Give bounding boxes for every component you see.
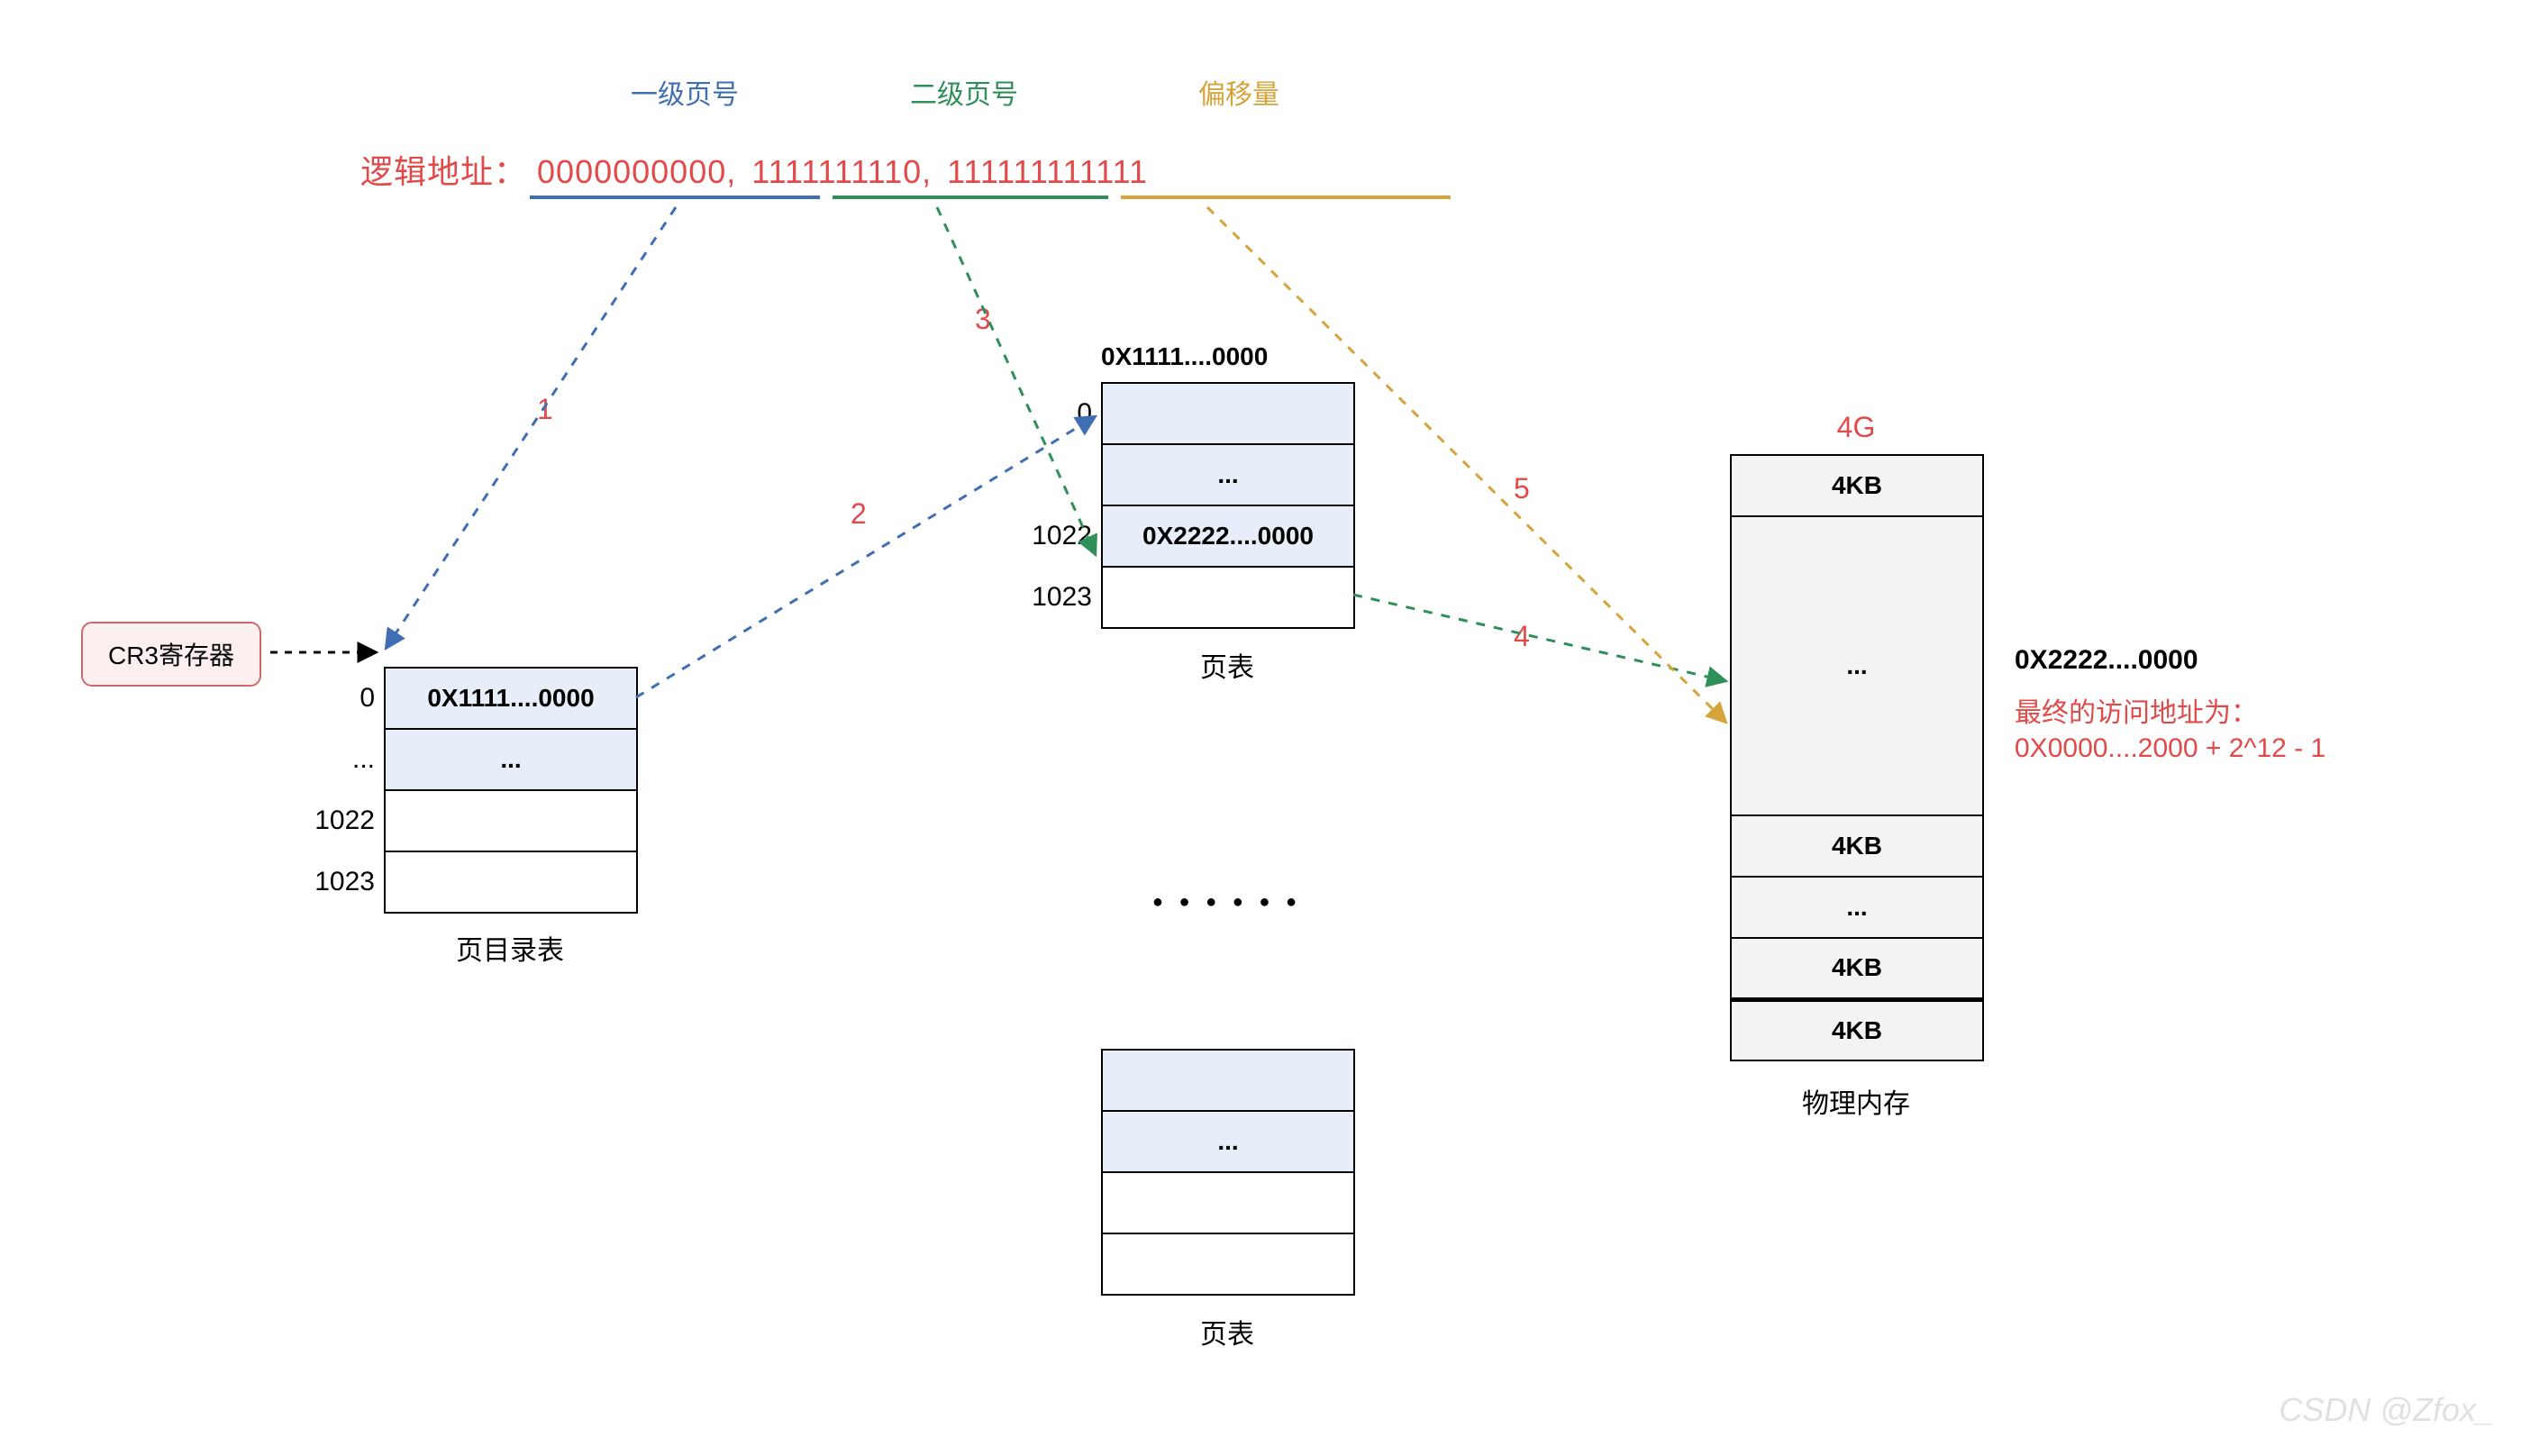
pm-row-3: ... <box>1731 877 1983 938</box>
step-5: 5 <box>1514 472 1530 505</box>
pt2-row-0 <box>1102 1050 1354 1111</box>
step-4: 4 <box>1514 620 1530 653</box>
page-table: ... 0X2222....0000 <box>1101 382 1355 629</box>
pt-idx-0: 0 <box>1006 398 1092 429</box>
pm-row-2: 4KB <box>1731 815 1983 877</box>
pm-caption: 物理内存 <box>1730 1081 1982 1121</box>
pm-side-addr: 0X2222....0000 <box>2015 645 2198 676</box>
ellipsis-dots: ● ● ● ● ● ● <box>1101 892 1353 913</box>
pt2-row-3 <box>1102 1233 1354 1295</box>
cr3-register: CR3寄存器 <box>81 622 261 687</box>
pt-caption: 页表 <box>1101 645 1353 685</box>
addr-part1: 0000000000, <box>537 153 736 190</box>
pd-idx-3: 1023 <box>288 867 375 897</box>
pt-idx-2: 1022 <box>1006 521 1092 551</box>
logical-address: 逻辑地址： 0000000000, 1111111110, 1111111111… <box>360 146 1148 193</box>
pd-row-2 <box>385 790 637 851</box>
pm-side-line1: 最终的访问地址为： <box>2015 690 2258 730</box>
pd-row-3 <box>385 851 637 913</box>
page-table-2: ... <box>1101 1049 1355 1296</box>
step-3: 3 <box>975 303 991 336</box>
label-offset: 偏移量 <box>1198 72 1279 112</box>
pm-row-0: 4KB <box>1731 455 1983 516</box>
page-directory-table: 0X1111....0000 ... <box>384 667 638 914</box>
phys-top-label: 4G <box>1730 411 1982 444</box>
pt2-caption: 页表 <box>1101 1312 1353 1351</box>
pt-row-0 <box>1102 383 1354 444</box>
arrow-3 <box>937 207 1096 555</box>
watermark: CSDN @Zfox_ <box>2279 1391 2494 1429</box>
pm-row-5: 4KB <box>1731 999 1983 1060</box>
arrow-2 <box>636 416 1096 697</box>
pm-row-4: 4KB <box>1731 938 1983 999</box>
addr-prefix: 逻辑地址： <box>360 153 527 190</box>
label-l2: 二级页号 <box>910 72 1018 112</box>
step-2: 2 <box>851 497 867 531</box>
pm-row-1: ... <box>1731 516 1983 815</box>
pt2-row-2 <box>1102 1172 1354 1233</box>
pm-side-line2: 0X0000....2000 + 2^12 - 1 <box>2015 733 2325 764</box>
pd-row-0: 0X1111....0000 <box>385 668 637 729</box>
pd-idx-1: ... <box>288 744 375 775</box>
pt2-row-1: ... <box>1102 1111 1354 1172</box>
label-l1: 一级页号 <box>631 72 739 112</box>
step-1: 1 <box>537 393 553 426</box>
pd-idx-0: 0 <box>288 683 375 714</box>
arrow-4 <box>1353 595 1726 681</box>
addr-part3: 111111111111 <box>947 153 1148 190</box>
pt-row-1: ... <box>1102 444 1354 505</box>
arrow-1 <box>386 207 676 649</box>
physical-memory: 4KB ... 4KB ... 4KB 4KB <box>1730 454 1984 1061</box>
pt-row-2: 0X2222....0000 <box>1102 505 1354 567</box>
diagram-canvas: 一级页号 二级页号 偏移量 逻辑地址： 0000000000, 11111111… <box>0 0 2530 1456</box>
pt-idx-3: 1023 <box>1006 582 1092 613</box>
addr-part2: 1111111110, <box>751 153 932 190</box>
pd-idx-2: 1022 <box>288 805 375 836</box>
pd-row-1: ... <box>385 729 637 790</box>
pt-row-3 <box>1102 567 1354 628</box>
pt-addr-top: 0X1111....0000 <box>1101 342 1268 371</box>
cr3-label: CR3寄存器 <box>108 642 234 669</box>
pd-caption: 页目录表 <box>384 928 636 968</box>
